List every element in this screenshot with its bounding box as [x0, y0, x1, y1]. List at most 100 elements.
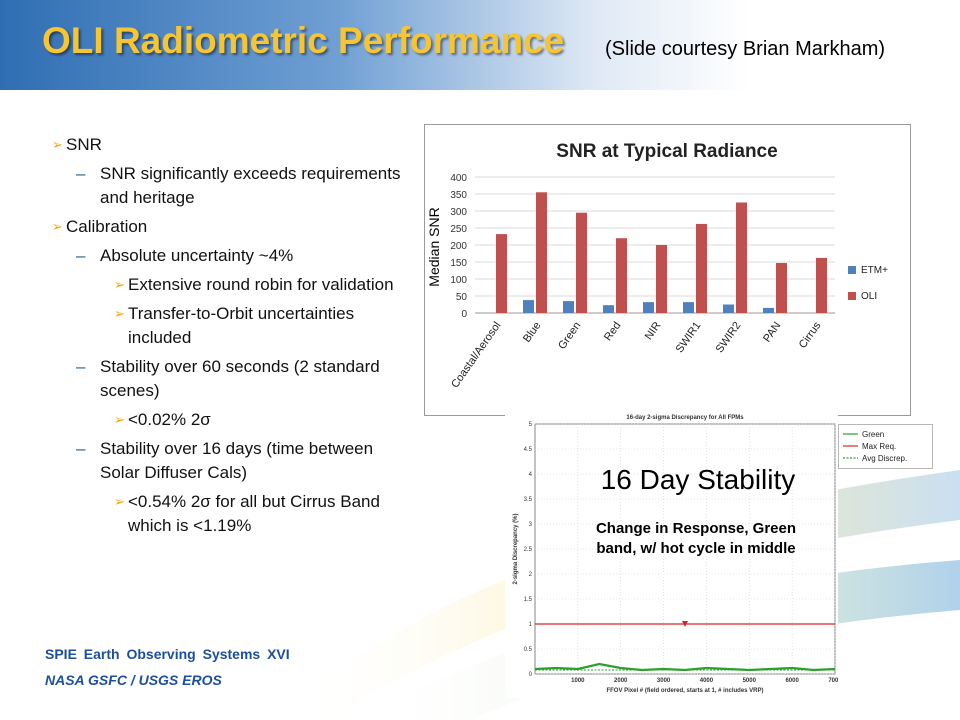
bullet-marker-icon: ➢ — [114, 412, 125, 427]
y-axis-label: 2-sigma Discrepancy (%) — [513, 513, 519, 584]
bar-etm — [643, 302, 654, 313]
y-tick-label: 4 — [529, 472, 533, 478]
legend-label: Max Req. — [862, 442, 896, 451]
x-tick-label: 3000 — [657, 678, 671, 684]
bar-etm — [523, 300, 534, 313]
legend-label: ETM+ — [861, 265, 888, 276]
footer-organizations: NASA GSFC / USGS EROS — [45, 672, 222, 688]
bullet-text: Absolute uncertainty ~4% — [100, 246, 294, 265]
bullet-item: – SNR significantly exceeds requirements … — [52, 162, 407, 210]
bullet-text: Stability over 60 seconds (2 standard sc… — [100, 357, 380, 400]
bullet-marker-icon: – — [76, 246, 86, 265]
y-tick-label: 300 — [450, 207, 467, 218]
bar-oli — [656, 245, 667, 313]
bullet-text: <0.54% 2σ for all but Cirrus Band which … — [128, 492, 380, 535]
bullet-item: ➢ <0.54% 2σ for all but Cirrus Band which… — [52, 490, 407, 538]
chart-title: 16-day 2-sigma Discrepancy for All FPMs — [626, 415, 744, 421]
x-tick-label: Blue — [521, 320, 543, 345]
bar-oli — [816, 257, 827, 313]
bullet-marker-icon: ➢ — [114, 306, 125, 321]
bar-oli — [576, 212, 587, 313]
bullet-marker-icon: – — [76, 357, 86, 376]
x-tick-label: 4000 — [700, 678, 714, 684]
bullet-text: Stability over 16 days (time between Sol… — [100, 439, 374, 482]
header-band — [0, 0, 960, 90]
x-tick-label: Green — [556, 320, 583, 352]
y-axis-label: Median SNR — [426, 207, 442, 286]
bullet-text: <0.02% 2σ — [128, 410, 211, 429]
y-tick-label: 1.5 — [524, 597, 533, 603]
x-tick-label: PAN — [761, 320, 783, 345]
y-tick-label: 2.5 — [524, 547, 533, 553]
snr-bar-chart: SNR at Typical Radiance 0 50 100 150 200 250 30… — [424, 124, 911, 416]
x-tick-label: 1000 — [571, 678, 585, 684]
y-tick-label: 0 — [461, 309, 467, 320]
x-tick-label: NIR — [643, 320, 664, 342]
bar-oli — [696, 223, 707, 313]
y-tick-label: 350 — [450, 190, 467, 201]
series-marker — [682, 621, 688, 627]
bullet-marker-icon: – — [76, 164, 86, 183]
bar-etm — [763, 307, 774, 313]
y-tick-label: 250 — [450, 224, 467, 235]
bullet-text: Extensive round robin for validation — [128, 275, 394, 294]
legend-label: Green — [862, 430, 884, 439]
y-tick-label: 4.5 — [524, 447, 533, 453]
y-tick-label: 100 — [450, 275, 467, 286]
legend-label: Avg Discrep. — [862, 454, 907, 463]
y-tick-label: 200 — [450, 241, 467, 252]
bar-oli — [536, 192, 547, 313]
bar-oli — [736, 202, 747, 313]
y-tick-label: 0 — [529, 672, 533, 678]
x-tick-label: Cirrus — [797, 319, 824, 350]
x-tick-label: SWIR1 — [674, 320, 704, 355]
legend-swatch — [848, 292, 856, 300]
slide-subtitle: (Slide courtesy Brian Markham) — [605, 38, 886, 60]
y-tick-label: 3 — [529, 522, 533, 528]
footer-conference: SPIE Earth Observing Systems XVI — [45, 646, 290, 662]
y-tick-label: 400 — [450, 173, 467, 184]
y-tick-label: 3.5 — [524, 497, 533, 503]
bar-etm — [683, 302, 694, 313]
legend-swatch — [848, 266, 856, 274]
stability-line-chart: 16-day 2-sigma Discrepancy for All FPMs 0… — [505, 412, 838, 698]
x-tick-label: 2000 — [614, 678, 628, 684]
bar-oli — [616, 238, 627, 313]
bullet-item: ➢ Calibration — [52, 215, 407, 239]
x-axis-label: FFOV Pixel # (field ordered, starts at 1… — [606, 688, 763, 694]
bullet-marker-icon: ➢ — [52, 137, 63, 152]
bullet-text: Calibration — [66, 217, 148, 236]
y-tick-label: 1 — [529, 622, 533, 628]
bullet-item: – Stability over 16 days (time between So… — [52, 437, 407, 485]
y-tick-label: 2 — [529, 572, 533, 578]
bullet-list: ➢ SNR – SNR significantly exceeds requireme… — [52, 133, 407, 543]
x-tick-label: SWIR2 — [714, 320, 744, 355]
x-tick-label: 7000 — [828, 678, 838, 684]
bar-etm — [723, 304, 734, 313]
bar-oli — [776, 263, 787, 313]
series-line-green — [534, 662, 836, 672]
chart-title: SNR at Typical Radiance — [556, 141, 777, 162]
y-tick-label: 150 — [450, 258, 467, 269]
bullet-item: ➢ <0.02% 2σ — [52, 408, 407, 432]
bullet-marker-icon: ➢ — [114, 494, 125, 509]
bullet-marker-icon: – — [76, 439, 86, 458]
bar-etm — [603, 305, 614, 313]
bullet-marker-icon: ➢ — [52, 219, 63, 234]
bullet-item: ➢ Transfer-to-Orbit uncertainties include… — [52, 302, 407, 350]
x-tick-label: 6000 — [785, 678, 799, 684]
legend-label: OLI — [861, 291, 877, 302]
bullet-item: – Absolute uncertainty ~4% — [52, 244, 407, 268]
stability-overlay-title: 16 Day Stability — [600, 464, 796, 495]
stability-legend: Green Max Req. Avg Discrep. — [838, 424, 933, 469]
y-tick-label: 5 — [529, 422, 533, 428]
bullet-item: – Stability over 60 seconds (2 standard s… — [52, 355, 407, 403]
x-tick-label: Red — [602, 320, 623, 343]
stability-overlay-subtitle: Change in Response, Green band, w/ hot c… — [595, 520, 797, 557]
bullet-marker-icon: ➢ — [114, 277, 125, 292]
bar-oli — [496, 234, 507, 313]
bar-etm — [563, 301, 574, 313]
bullet-item: ➢ SNR — [52, 133, 407, 157]
bullet-text: SNR — [66, 135, 102, 154]
slide-title: OLI Radiometric Performance — [42, 20, 565, 61]
